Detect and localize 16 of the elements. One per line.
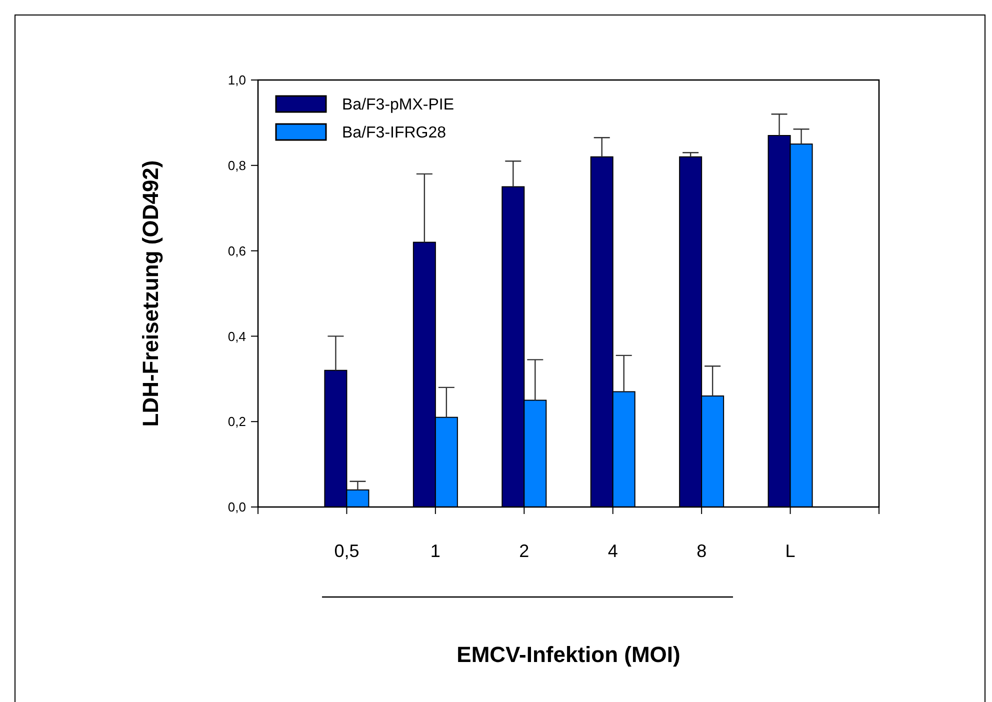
y-tick-label: 0,4 — [228, 328, 246, 344]
y-tick-label: 0,6 — [228, 243, 246, 258]
x-tick-label: 1 — [430, 541, 440, 561]
x-tick-label: 2 — [519, 541, 530, 561]
y-tick-label: 0,0 — [228, 500, 246, 515]
y-tick-label: 1,0 — [228, 72, 246, 88]
y-tick-label: 0,8 — [228, 158, 246, 173]
legend-label: Ba/F3-IFRG28 — [342, 124, 446, 142]
x-tick-label: 4 — [608, 541, 618, 561]
legend-label: Ba/F3-pMX-PIE — [342, 96, 454, 114]
x-tick-label: 0,5 — [334, 541, 360, 561]
y-axis-title: LDH-Freisetzung (OD492) — [138, 160, 163, 427]
x-tick-label: L — [785, 541, 796, 561]
x-tick-label: 8 — [696, 541, 707, 561]
y-tick-label: 0,2 — [228, 414, 246, 430]
x-axis-title: EMCV-Infektion (MOI) — [456, 642, 680, 667]
